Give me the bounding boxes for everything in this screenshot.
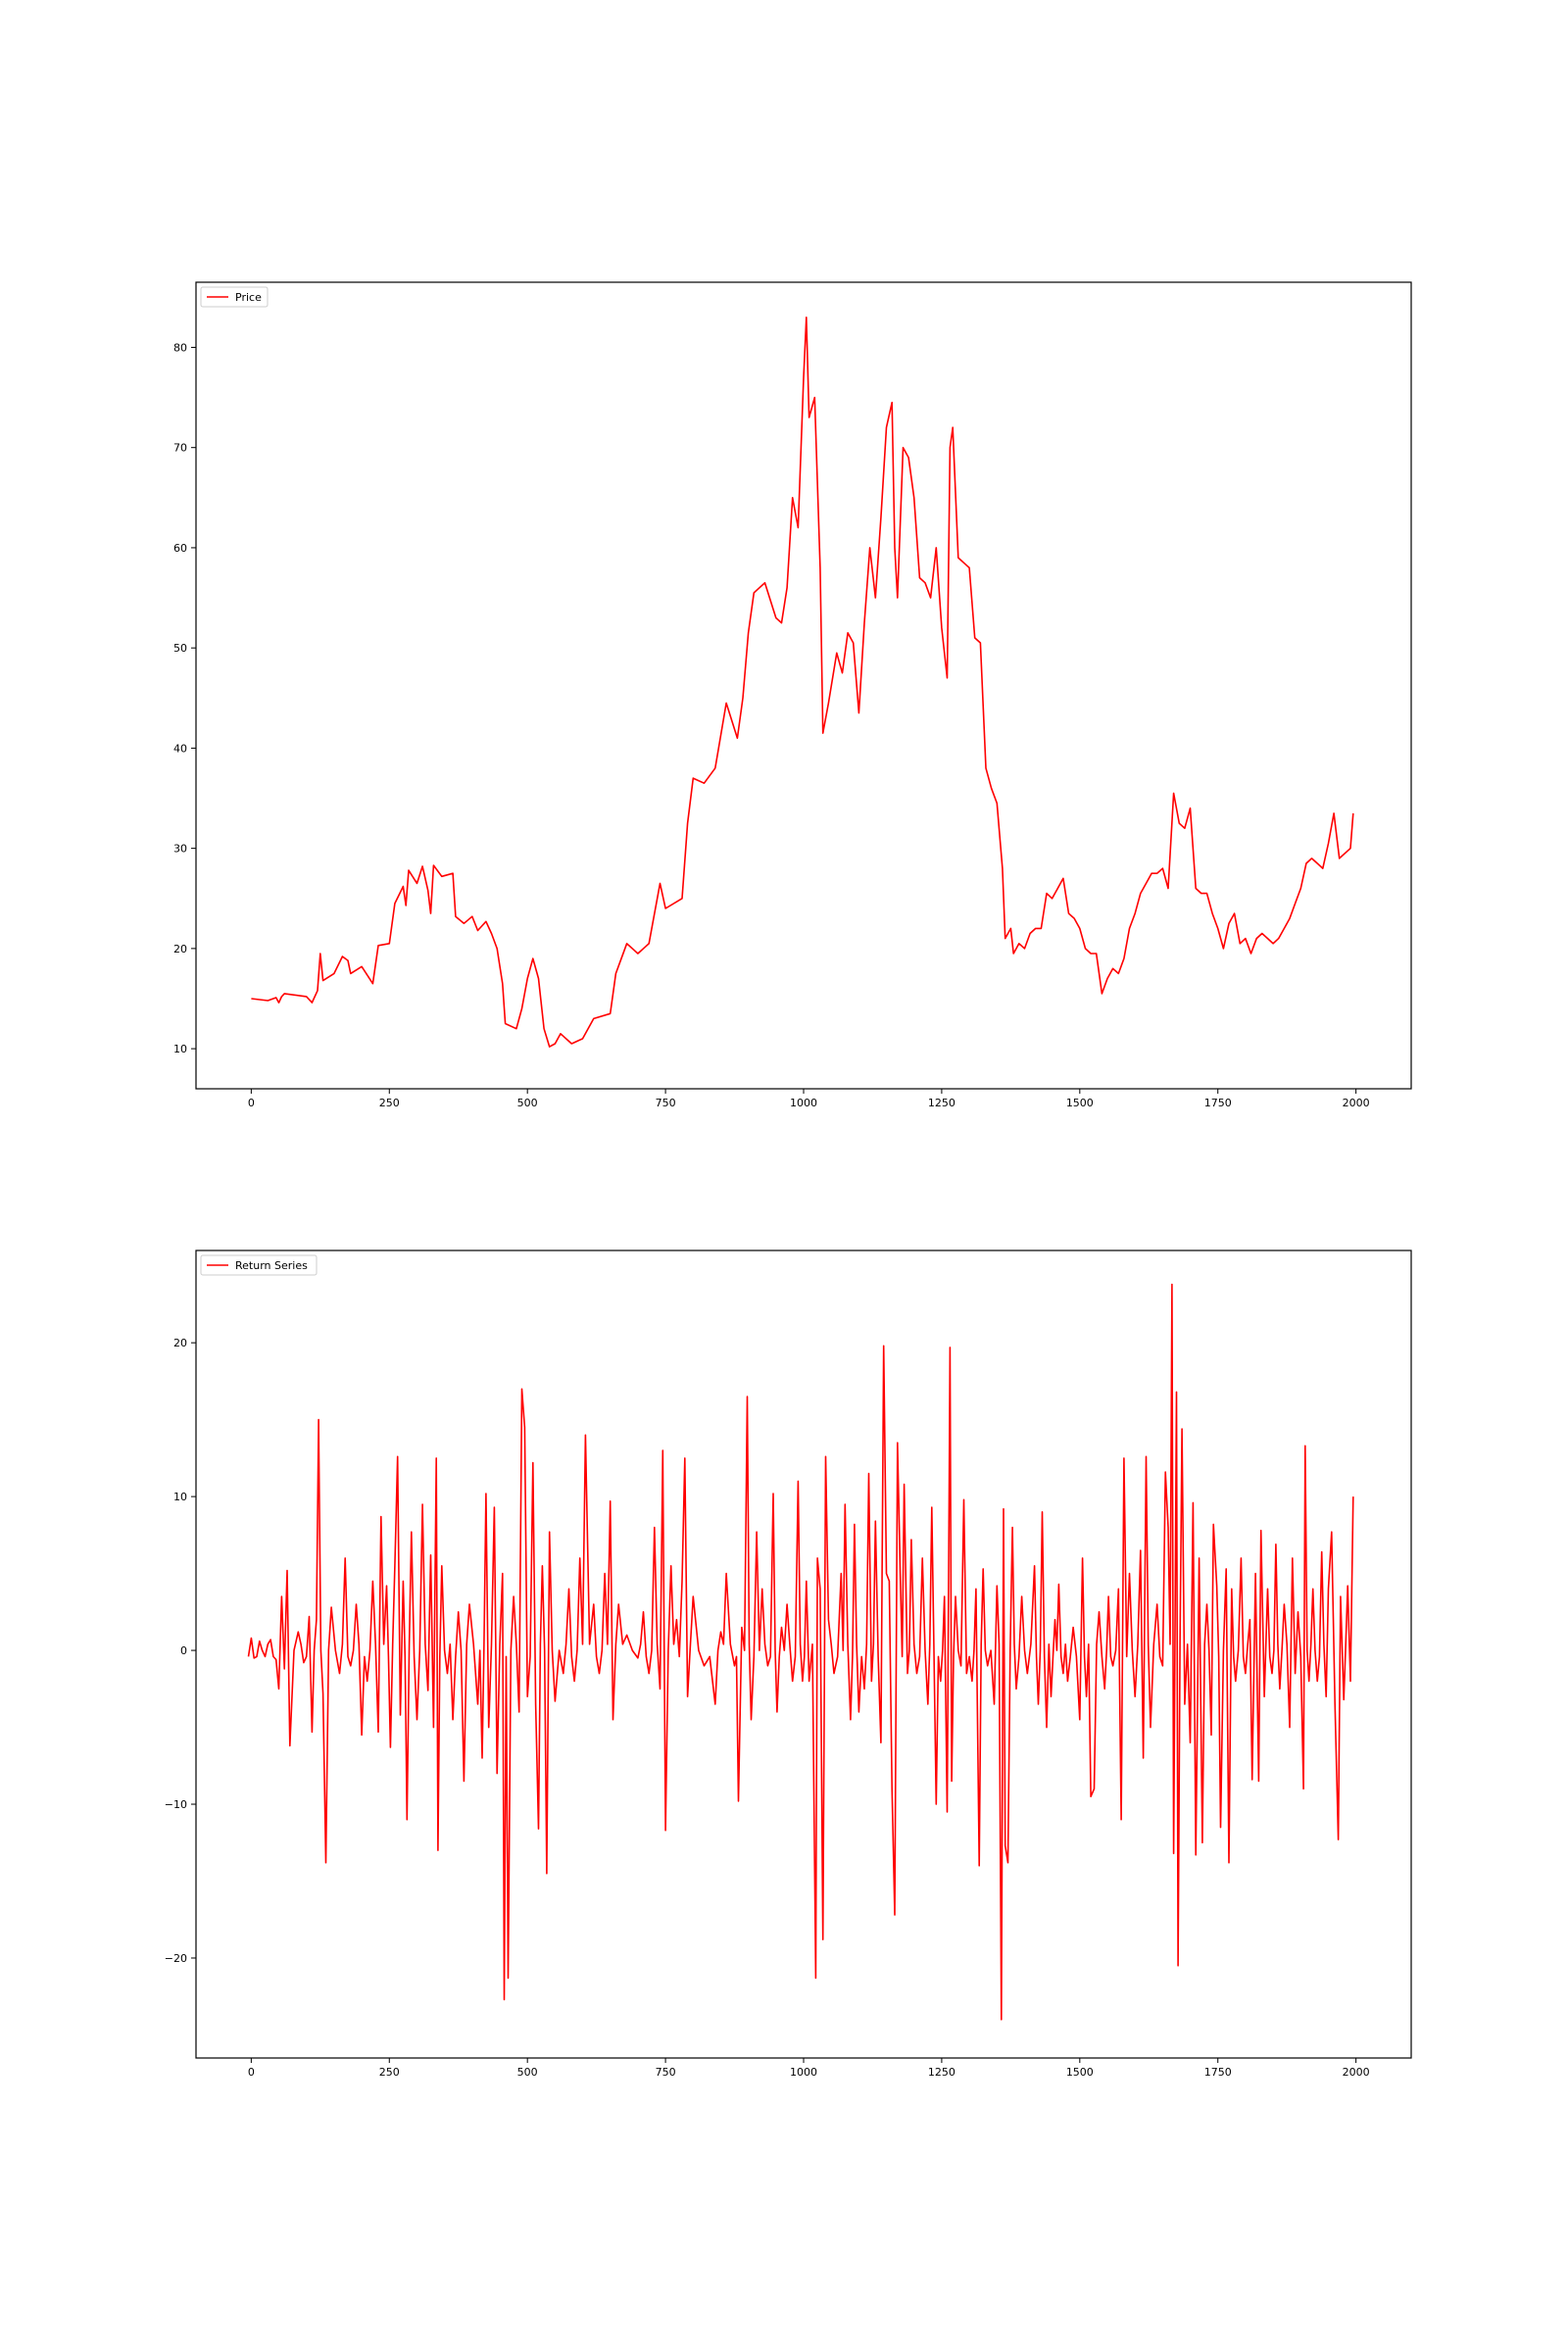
price-y-tick-label: 70 (173, 442, 187, 455)
price-x-tick-label: 500 (517, 1097, 538, 1109)
price-y-tick-label: 20 (173, 943, 187, 956)
return-x-tick-label: 2000 (1343, 2066, 1370, 2079)
return-x-tick-label: 1250 (928, 2066, 956, 2079)
price-y-tick-label: 10 (173, 1043, 187, 1055)
price-x-tick-label: 0 (248, 1097, 255, 1109)
price-y-tick-label: 30 (173, 843, 187, 856)
return-y-tick-label: −20 (165, 1952, 187, 1965)
price-x-tick-label: 250 (379, 1097, 400, 1109)
price-x-tick-label: 1000 (790, 1097, 817, 1109)
return-legend-frame (200, 1254, 318, 1276)
price-y-tick-label: 50 (173, 642, 187, 655)
price-x-tick-label: 1500 (1066, 1097, 1094, 1109)
price-series-line (251, 317, 1354, 1048)
price-chart: 0 250 500 750 1000 1250 1500 1750 2000 10 20 30 40 5… (173, 281, 1412, 1109)
price-y-tick-label: 60 (173, 542, 187, 555)
return-x-axis: 0 250 500 750 1000 1250 1500 1750 2000 (248, 2058, 1370, 2079)
price-axes-frame (195, 281, 1412, 1090)
return-x-tick-label: 1750 (1204, 2066, 1232, 2079)
price-y-tick-label: 40 (173, 742, 187, 755)
return-x-tick-label: 1000 (790, 2066, 817, 2079)
return-chart: 0 250 500 750 1000 1250 1500 1750 2000 −20 −10 0 10… (165, 1250, 1412, 2079)
price-x-axis: 0 250 500 750 1000 1250 1500 1750 2000 (248, 1089, 1370, 1109)
return-y-tick-label: 10 (173, 1491, 187, 1503)
return-series-line (247, 1283, 1354, 2021)
return-x-tick-label: 0 (248, 2066, 255, 2079)
price-x-tick-label: 1750 (1204, 1097, 1232, 1109)
price-plot-area (251, 317, 1354, 1048)
price-x-tick-label: 1250 (928, 1097, 956, 1109)
return-x-tick-label: 500 (517, 2066, 538, 2079)
return-y-tick-label: −10 (165, 1798, 187, 1811)
return-axes-frame (195, 1250, 1412, 2059)
price-y-tick-label: 80 (173, 341, 187, 354)
return-y-axis: −20 −10 0 10 20 (165, 1337, 196, 1965)
price-legend: Price (200, 286, 269, 308)
return-x-tick-label: 750 (656, 2066, 676, 2079)
return-x-tick-label: 1500 (1066, 2066, 1094, 2079)
price-y-axis: 10 20 30 40 50 60 70 80 (173, 341, 196, 1055)
return-y-tick-label: 20 (173, 1337, 187, 1349)
return-legend: Return Series (200, 1254, 318, 1276)
return-x-tick-label: 250 (379, 2066, 400, 2079)
return-y-tick-label: 0 (180, 1644, 187, 1657)
price-x-tick-label: 2000 (1343, 1097, 1370, 1109)
price-legend-label: Price (235, 291, 262, 304)
price-legend-frame (200, 286, 269, 308)
return-plot-area (247, 1283, 1354, 2021)
return-legend-label: Return Series (235, 1259, 308, 1272)
price-x-tick-label: 750 (656, 1097, 676, 1109)
